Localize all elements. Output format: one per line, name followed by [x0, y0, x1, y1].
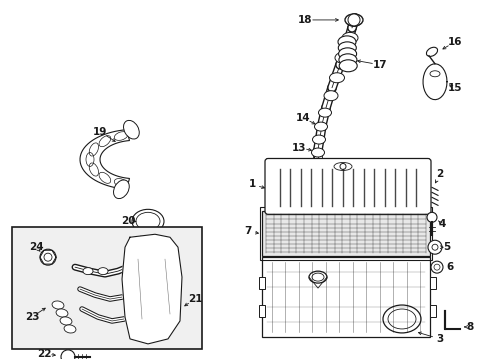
Text: 13: 13 [291, 143, 305, 153]
Ellipse shape [132, 209, 163, 233]
Ellipse shape [387, 309, 415, 329]
Text: 19: 19 [93, 127, 107, 136]
Ellipse shape [338, 54, 356, 66]
Bar [259, 305, 264, 317]
Circle shape [44, 253, 52, 261]
Text: 17: 17 [372, 60, 386, 70]
Text: 21: 21 [187, 294, 202, 304]
Circle shape [433, 264, 439, 270]
Text: 23: 23 [25, 312, 39, 322]
Ellipse shape [345, 14, 362, 26]
Ellipse shape [334, 52, 350, 63]
Circle shape [339, 163, 346, 170]
Ellipse shape [60, 317, 72, 325]
Text: 14: 14 [295, 113, 310, 123]
Ellipse shape [333, 162, 351, 170]
Ellipse shape [139, 248, 157, 258]
Ellipse shape [123, 120, 139, 139]
Polygon shape [122, 234, 182, 344]
Bar [262, 211, 429, 256]
Ellipse shape [83, 267, 93, 275]
Ellipse shape [64, 325, 76, 333]
Ellipse shape [324, 91, 337, 101]
Text: 20: 20 [121, 216, 135, 226]
Ellipse shape [338, 48, 356, 60]
Ellipse shape [316, 203, 332, 215]
Ellipse shape [314, 205, 328, 214]
Circle shape [431, 244, 437, 250]
Ellipse shape [313, 201, 335, 217]
Text: 8: 8 [466, 322, 473, 332]
Text: 16: 16 [447, 37, 461, 47]
Circle shape [40, 249, 56, 265]
Bar [259, 277, 264, 289]
Ellipse shape [321, 192, 334, 201]
Ellipse shape [337, 36, 355, 48]
Text: 24: 24 [29, 242, 43, 252]
Bar [262, 257, 429, 337]
Ellipse shape [311, 257, 324, 266]
Ellipse shape [98, 267, 108, 275]
Ellipse shape [338, 42, 356, 54]
Polygon shape [80, 130, 129, 189]
Text: 2: 2 [435, 170, 443, 179]
Text: 9: 9 [297, 276, 304, 286]
Circle shape [426, 212, 436, 222]
Ellipse shape [429, 71, 439, 77]
Bar [140, 231, 156, 253]
Circle shape [430, 261, 442, 273]
Text: 4: 4 [437, 219, 445, 229]
Text: 6: 6 [446, 262, 453, 272]
Ellipse shape [314, 122, 327, 131]
Ellipse shape [52, 301, 64, 309]
Text: 5: 5 [443, 242, 450, 252]
Text: 10: 10 [290, 246, 305, 256]
Bar [260, 207, 431, 260]
Ellipse shape [313, 163, 326, 172]
Text: 12: 12 [292, 170, 306, 179]
Text: 1: 1 [248, 179, 255, 189]
Ellipse shape [339, 60, 356, 72]
Text: 3: 3 [435, 334, 443, 344]
Ellipse shape [329, 73, 344, 83]
Polygon shape [422, 64, 446, 100]
Ellipse shape [309, 237, 322, 246]
Text: 11: 11 [337, 206, 351, 216]
Text: 18: 18 [297, 15, 312, 25]
Ellipse shape [426, 47, 437, 57]
Ellipse shape [56, 309, 68, 317]
Ellipse shape [318, 108, 331, 117]
FancyBboxPatch shape [264, 158, 430, 214]
Circle shape [427, 240, 441, 254]
Text: 7: 7 [244, 226, 251, 236]
Ellipse shape [309, 217, 322, 226]
Text: 15: 15 [447, 83, 461, 93]
Circle shape [61, 350, 75, 360]
Bar [429, 277, 435, 289]
Ellipse shape [382, 305, 420, 333]
Bar [429, 305, 435, 317]
Ellipse shape [318, 178, 331, 187]
Ellipse shape [312, 135, 325, 144]
Ellipse shape [136, 212, 160, 230]
Ellipse shape [113, 180, 129, 199]
Text: 22: 22 [37, 349, 51, 359]
Ellipse shape [308, 271, 326, 283]
Bar [12, 227, 202, 349]
Ellipse shape [311, 273, 324, 281]
Ellipse shape [312, 276, 326, 286]
Ellipse shape [311, 148, 324, 157]
Circle shape [347, 14, 359, 26]
Ellipse shape [341, 32, 357, 43]
Ellipse shape [346, 17, 360, 26]
